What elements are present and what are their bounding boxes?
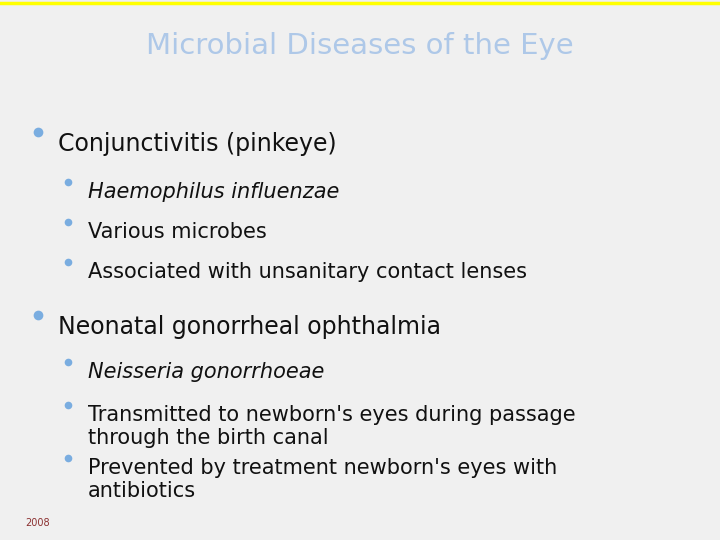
Text: Associated with unsanitary contact lenses: Associated with unsanitary contact lense… [88,262,527,282]
Text: Transmitted to newborn's eyes during passage
through the birth canal: Transmitted to newborn's eyes during pas… [88,405,575,448]
Text: Prevented by treatment newborn's eyes with
antibiotics: Prevented by treatment newborn's eyes wi… [88,458,557,501]
Text: 2008: 2008 [25,518,50,528]
Text: Haemophilus influenzae: Haemophilus influenzae [88,182,339,202]
Text: Various microbes: Various microbes [88,222,266,242]
Text: Microbial Diseases of the Eye: Microbial Diseases of the Eye [146,32,574,60]
Text: Neisseria gonorrhoeae: Neisseria gonorrhoeae [88,362,325,382]
Text: Neonatal gonorrheal ophthalmia: Neonatal gonorrheal ophthalmia [58,315,441,339]
Text: Conjunctivitis (pinkeye): Conjunctivitis (pinkeye) [58,132,337,156]
